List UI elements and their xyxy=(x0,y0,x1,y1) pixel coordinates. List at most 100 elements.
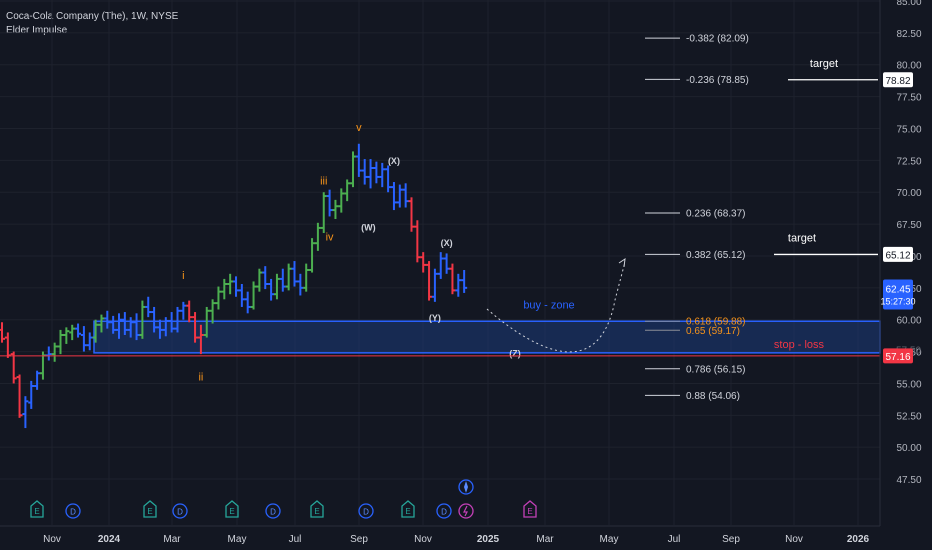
event-marker[interactable]: E xyxy=(30,500,44,518)
candle xyxy=(63,327,70,344)
event-marker[interactable]: E xyxy=(143,500,157,518)
candle xyxy=(192,312,199,343)
candle xyxy=(139,300,146,339)
current-price-value: 62.45 xyxy=(885,284,910,295)
candle xyxy=(455,273,462,297)
candle xyxy=(437,252,444,279)
candle xyxy=(45,346,52,361)
y-tick-label: 52.50 xyxy=(896,411,921,422)
event-marker[interactable] xyxy=(458,503,474,519)
candle xyxy=(92,319,99,343)
candle xyxy=(355,143,362,177)
y-tick-label: 67.50 xyxy=(896,220,921,231)
event-marker[interactable]: E xyxy=(310,500,324,518)
candle xyxy=(16,374,23,418)
target-price-tag-bg xyxy=(883,246,913,262)
x-tick-label: 2026 xyxy=(847,534,870,545)
event-marker[interactable]: D xyxy=(172,503,188,519)
event-marker[interactable]: E xyxy=(401,500,415,518)
candle xyxy=(414,220,421,263)
candle xyxy=(215,286,222,310)
candle xyxy=(121,312,128,335)
x-tick-label: Sep xyxy=(722,534,740,545)
candle xyxy=(431,268,438,302)
event-marker[interactable] xyxy=(458,479,474,495)
candle xyxy=(238,284,245,307)
target-price-tag-bg xyxy=(883,72,913,88)
candle xyxy=(180,301,187,320)
candle xyxy=(303,263,310,292)
candle xyxy=(426,261,433,301)
compass-glyph xyxy=(464,481,468,493)
candle xyxy=(227,273,234,295)
earnings-icon xyxy=(401,500,415,518)
stop-loss-price-tag-bg xyxy=(883,348,913,364)
candle xyxy=(51,342,58,362)
candle xyxy=(344,179,351,202)
y-tick-label: 47.50 xyxy=(896,475,921,486)
event-marker[interactable]: D xyxy=(265,503,281,519)
x-tick-label: Nov xyxy=(43,534,61,545)
projected-path xyxy=(486,261,626,353)
x-tick-label: Mar xyxy=(536,534,554,545)
y-tick-label: 82.50 xyxy=(896,29,921,40)
candle xyxy=(133,313,140,341)
candle xyxy=(273,273,280,300)
fib-label: 0.618 (59.88) xyxy=(686,317,746,328)
event-marker[interactable]: D xyxy=(358,503,374,519)
current-price-bg xyxy=(883,279,913,310)
dividend-icon xyxy=(65,503,81,519)
y-tick-label: 85.00 xyxy=(896,0,921,8)
fib-label: -0.236 (78.85) xyxy=(686,75,749,86)
candle xyxy=(443,253,450,274)
buy-zone-rect[interactable] xyxy=(93,320,881,354)
target-label: target xyxy=(788,232,816,244)
event-marker[interactable]: E xyxy=(225,500,239,518)
dividend-icon xyxy=(436,503,452,519)
candle xyxy=(420,252,427,273)
y-tick-label: 77.50 xyxy=(896,93,921,104)
candle xyxy=(361,159,368,185)
candle xyxy=(320,192,327,234)
candle xyxy=(379,162,386,188)
event-marker[interactable]: D xyxy=(65,503,81,519)
candle xyxy=(385,165,392,193)
candle xyxy=(332,199,339,219)
wave-label: (X) xyxy=(441,238,453,248)
lightning-glyph xyxy=(463,505,468,517)
candle xyxy=(174,306,181,333)
wave-label: (X) xyxy=(388,156,400,166)
fib-label: 0.786 (56.15) xyxy=(686,364,746,375)
fib-levels: -0.382 (82.09) -0.236 (78.85) 0.236 (68.37… xyxy=(0,34,880,402)
candle xyxy=(209,299,216,324)
target-price-tag: 65.12 xyxy=(885,250,910,261)
wave-label: (W) xyxy=(361,222,376,232)
candle xyxy=(396,184,403,208)
target-price-tag: 78.82 xyxy=(885,76,910,87)
compass-icon xyxy=(458,479,474,495)
candle xyxy=(4,332,11,358)
event-marker[interactable]: E xyxy=(523,500,537,518)
candle xyxy=(10,351,17,384)
earnings-icon xyxy=(30,500,44,518)
y-tick-label: 50.00 xyxy=(896,443,921,454)
y-tick-label: 55.00 xyxy=(896,379,921,390)
candle xyxy=(326,189,333,217)
y-tick-label: 60.00 xyxy=(896,316,921,327)
earnings-letter: E xyxy=(314,507,319,516)
candle xyxy=(110,315,117,334)
stop-loss-label: stop - loss xyxy=(774,339,825,351)
event-marker[interactable]: D xyxy=(436,503,452,519)
earnings-icon xyxy=(310,500,324,518)
dividend-letter: D xyxy=(270,508,276,517)
candle xyxy=(262,266,269,290)
dividend-icon xyxy=(265,503,281,519)
dividend-letter: D xyxy=(441,508,447,517)
x-tick-label: Jul xyxy=(289,534,302,545)
candle xyxy=(28,380,35,409)
earnings-letter: E xyxy=(34,507,39,516)
wave-label: iii xyxy=(320,176,327,188)
candle xyxy=(0,322,5,343)
